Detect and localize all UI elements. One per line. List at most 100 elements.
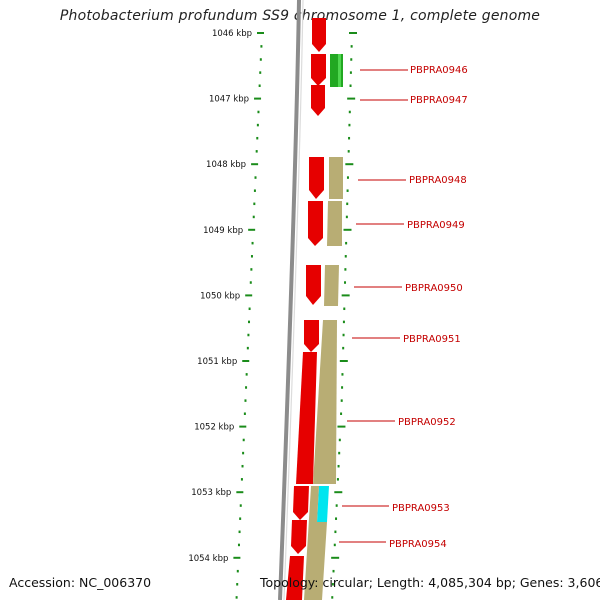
scale-minor-tick — [238, 530, 241, 534]
feature-track — [304, 54, 343, 600]
scale-label: 1052 kbp — [194, 423, 234, 433]
scale-label: 1048 kbp — [206, 160, 246, 170]
cds-arrow — [286, 556, 304, 600]
accession-text: Accession: NC_006370 — [9, 575, 156, 590]
feature-cyan-block — [317, 486, 329, 522]
outer-minor-tick — [336, 478, 339, 481]
scale-minor-tick — [243, 412, 246, 415]
gene-label: PBPRA0952 — [398, 417, 456, 428]
scale-minor-tick — [236, 583, 239, 586]
gene-label: PBPRA0946 — [410, 65, 468, 76]
outer-minor-tick — [350, 45, 353, 48]
outer-minor-tick — [348, 123, 351, 127]
scale-minor-tick — [248, 320, 251, 324]
scale-minor-tick — [252, 215, 255, 219]
scale-minor-tick — [250, 255, 253, 258]
cds-arrow — [308, 201, 323, 246]
outer-minor-tick — [335, 517, 338, 520]
scale-minor-tick — [259, 58, 262, 61]
outer-minor-tick — [342, 333, 345, 337]
scale-label: 1053 kbp — [191, 488, 231, 498]
scale-minor-tick — [257, 110, 260, 114]
scale-minor-tick — [251, 241, 254, 245]
scale-minor-tick — [253, 189, 256, 192]
outer-minor-tick — [345, 241, 348, 245]
outer-minor-tick — [345, 215, 348, 219]
cds-arrow — [291, 520, 307, 554]
feature-green-block — [330, 54, 343, 87]
scale-minor-tick — [241, 464, 244, 468]
outer-minor-tick — [342, 346, 345, 350]
scale-minor-tick — [235, 596, 238, 599]
scale-minor-tick — [236, 569, 239, 573]
cds-arrow — [293, 486, 309, 520]
outer-minor-tick — [341, 373, 344, 376]
scale-minor-tick — [242, 438, 245, 442]
scale-minor-tick — [250, 268, 253, 271]
outer-minor-tick — [348, 110, 351, 114]
scale-minor-tick — [258, 84, 261, 87]
gene-labels: PBPRA0946 PBPRA0947 PBPRA0948 PBPRA0949 … — [339, 65, 468, 550]
outer-minor-tick — [340, 399, 343, 402]
outer-minor-tick — [335, 504, 338, 507]
outer-tick-ring — [331, 32, 357, 599]
scale-minor-tick — [253, 202, 256, 206]
genome-summary-text: Topology: circular; Length: 4,085,304 bp… — [260, 575, 600, 590]
feature-khaki-block — [327, 201, 342, 246]
scale-minor-tick — [244, 399, 247, 402]
feature-khaki-block — [324, 265, 339, 306]
scale-minor-tick — [247, 333, 250, 337]
scale-minor-tick — [260, 45, 263, 48]
scale-label: 1046 kbp — [212, 29, 252, 39]
outer-minor-tick — [332, 569, 335, 573]
gene-label: PBPRA0951 — [403, 334, 461, 345]
cds-arrow — [304, 320, 319, 352]
scale-minor-tick — [242, 451, 245, 455]
feature-khaki-block — [313, 320, 337, 484]
cds-arrow — [311, 85, 325, 116]
gene-label: PBPRA0947 — [410, 95, 468, 106]
scale-label: 1047 kbp — [209, 95, 249, 105]
outer-minor-tick — [348, 136, 351, 140]
outer-minor-tick — [346, 202, 349, 206]
feature-khaki-block — [329, 157, 343, 199]
cds-arrow — [306, 265, 321, 305]
outer-minor-tick — [344, 255, 347, 258]
scale-minor-tick — [255, 150, 258, 153]
scale-layer: 1046 kbp 1047 kbp 1048 kbp 1049 kbp 1050 kbp… — [188, 29, 264, 599]
gene-label: PBPRA0954 — [389, 539, 447, 550]
backbone-line — [278, 0, 301, 600]
cds-arrow — [311, 54, 326, 86]
scale-minor-tick — [256, 123, 259, 127]
outer-minor-tick — [342, 320, 345, 324]
backbone-highlight — [283, 0, 304, 600]
outer-minor-tick — [349, 84, 352, 87]
gene-label: PBPRA0948 — [409, 175, 467, 186]
outer-minor-tick — [347, 150, 350, 153]
outer-minor-tick — [344, 268, 347, 271]
feature-green-highlight — [338, 54, 341, 87]
scale-minor-tick — [259, 71, 262, 74]
outer-minor-tick — [344, 281, 347, 284]
scale-minor-tick — [246, 346, 249, 350]
scale-minor-tick — [245, 386, 248, 389]
outer-minor-tick — [350, 58, 353, 61]
scale-label: 1051 kbp — [197, 357, 237, 367]
scale-minor-tick — [239, 504, 242, 507]
scale-label: 1049 kbp — [203, 226, 243, 236]
scale-minor-tick — [239, 517, 242, 520]
outer-minor-tick — [346, 189, 349, 192]
scale-minor-tick — [248, 307, 251, 311]
outer-minor-tick — [331, 583, 334, 586]
outer-minor-tick — [338, 438, 341, 442]
scale-label: 1054 kbp — [188, 554, 228, 564]
feature-khaki-block — [304, 486, 327, 600]
gene-label: PBPRA0950 — [405, 283, 463, 294]
scale-label: 1050 kbp — [200, 291, 240, 301]
scale-minor-tick — [240, 478, 243, 481]
cds-track — [286, 18, 326, 600]
outer-minor-tick — [338, 451, 341, 455]
outer-minor-tick — [346, 176, 349, 179]
